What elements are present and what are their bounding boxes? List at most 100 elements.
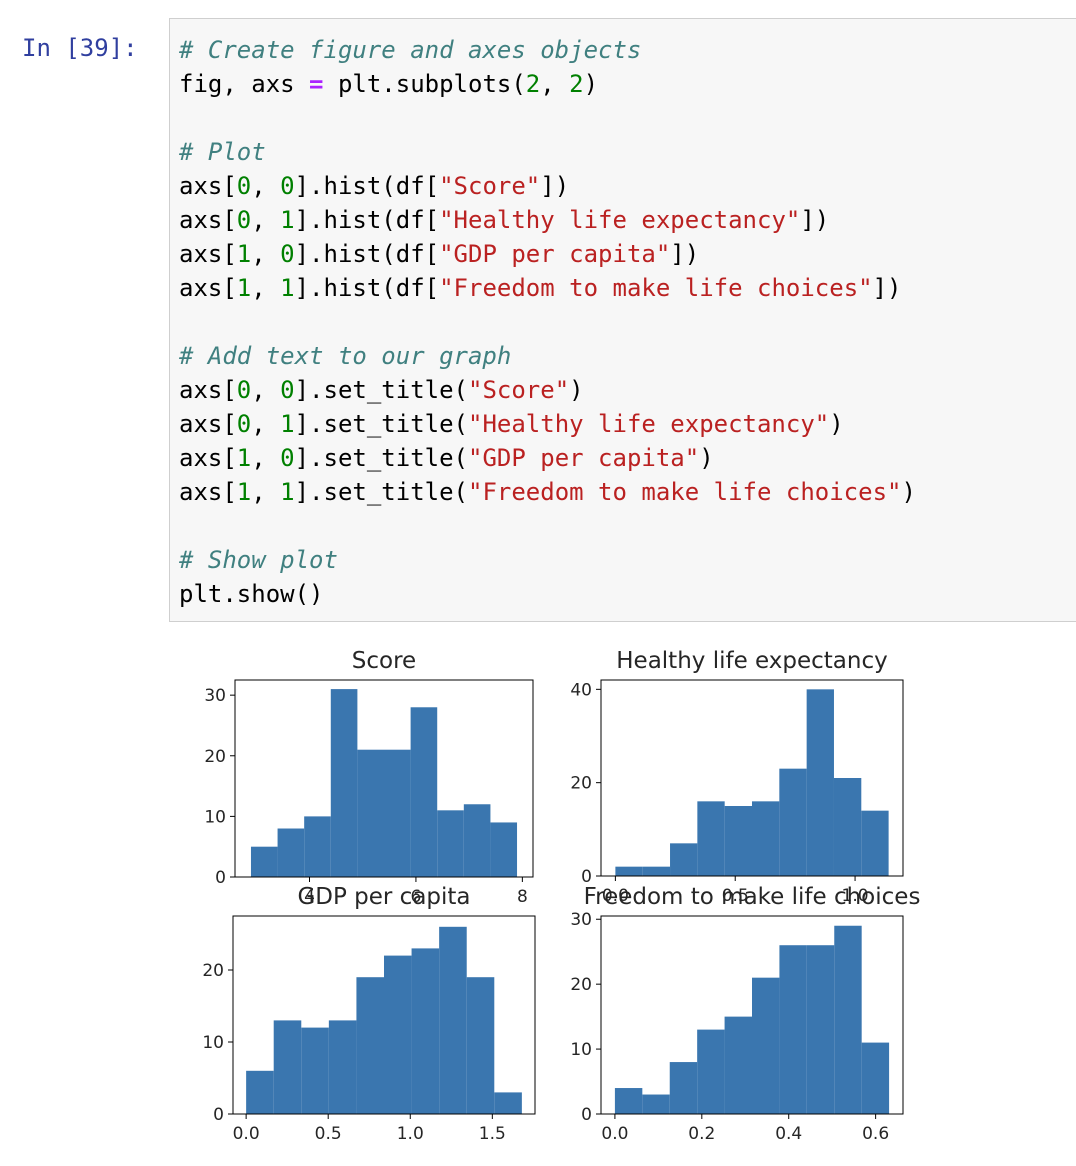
histogram-bar — [642, 866, 671, 876]
histogram-bar — [806, 689, 834, 876]
histogram-bar — [330, 689, 358, 877]
histogram-bar — [490, 822, 518, 877]
code-line: # Plot — [179, 135, 916, 169]
x-tick-label: 4 — [304, 887, 315, 907]
histogram-bar — [357, 749, 384, 877]
y-tick-label: 20 — [202, 961, 224, 981]
code-token: axs[ — [179, 478, 237, 506]
y-tick-label: 10 — [570, 1040, 592, 1060]
code-token: # Create figure and axes objects — [179, 36, 642, 64]
subplot-freedom-to-make-life-choices: Freedom to make life choices 0 10 20 30 0.0 0.… — [570, 884, 920, 1144]
code-token: , — [251, 172, 281, 200]
code-line: axs[1, 1].set_title("Freedom to make lif… — [179, 475, 916, 509]
histogram-bar — [861, 810, 889, 876]
code-token: # Show plot — [179, 546, 338, 574]
code-line: # Show plot — [179, 543, 916, 577]
code-token: ].hist(df[ — [294, 172, 440, 200]
x-tick-label: 0.4 — [775, 1124, 802, 1144]
histogram-bar — [752, 801, 780, 876]
code-line: axs[1, 0].set_title("GDP per capita") — [179, 441, 916, 475]
code-token: , — [251, 206, 281, 234]
histogram-bar — [806, 945, 835, 1114]
code-token: "Healthy life expectancy" — [468, 410, 830, 438]
y-tick-label: 0 — [581, 867, 592, 887]
subplot-gdp-per-capita: GDP per capita 0 10 20 0.0 0.5 1.0 1.5 — [202, 884, 536, 1144]
x-tick-label: 0.0 — [602, 886, 629, 906]
code-token: , — [251, 410, 281, 438]
y-tick-label: 20 — [204, 747, 226, 767]
code-line: # Add text to our graph — [179, 339, 916, 373]
y-tick-label: 10 — [204, 807, 226, 827]
code-token: ) — [569, 376, 584, 404]
code-line: plt.show() — [179, 577, 916, 611]
histogram-bar — [833, 778, 862, 876]
axes-frame — [600, 679, 904, 877]
y-tick-label: 10 — [202, 1033, 224, 1053]
code-token: ].hist(df[ — [294, 240, 440, 268]
code-token: axs[ — [179, 172, 237, 200]
cell-prompt: In [39]: — [22, 34, 138, 62]
histogram-bar — [250, 846, 278, 877]
code-token: ]) — [540, 172, 570, 200]
x-tick-label: 0.2 — [688, 1124, 715, 1144]
code-token: ].hist(df[ — [294, 206, 440, 234]
code-token: = — [309, 70, 324, 98]
x-tick-label: 1.0 — [842, 886, 869, 906]
x-tick-label: 0.5 — [315, 1124, 342, 1144]
histogram-bar — [615, 866, 643, 876]
code-token: 0 — [280, 240, 295, 268]
code-token: , — [540, 70, 570, 98]
code-cell-input[interactable]: # Create figure and axes objects fig, axs… — [169, 18, 1076, 622]
code-token: 2 — [569, 70, 584, 98]
code-token: ].set_title( — [294, 444, 468, 472]
histogram-bar — [463, 804, 491, 877]
code-token: ].hist(df[ — [294, 274, 440, 302]
code-editor[interactable]: # Create figure and axes objects fig, axs… — [179, 33, 916, 611]
code-token: 0 — [280, 172, 295, 200]
y-tick-label: 40 — [570, 680, 592, 700]
code-token: 1 — [236, 274, 252, 302]
code-line: fig, axs = plt.subplots(2, 2) — [179, 67, 916, 101]
histogram-bar — [834, 925, 862, 1114]
code-token: , — [251, 240, 281, 268]
histogram-bar — [697, 1029, 725, 1114]
histogram-bar — [273, 1020, 302, 1114]
code-token: 0 — [236, 376, 252, 404]
code-token: axs[ — [179, 240, 237, 268]
code-token: ) — [583, 70, 599, 98]
code-token: 1 — [280, 478, 295, 506]
code-token: axs[ — [179, 410, 237, 438]
code-token: , — [251, 376, 281, 404]
subplot-title: Score — [352, 648, 416, 674]
x-tick-label: 0.6 — [862, 1124, 889, 1144]
code-token: 0 — [236, 206, 252, 234]
histogram-bar — [779, 945, 807, 1114]
code-token: ].set_title( — [294, 478, 468, 506]
code-token: ].set_title( — [294, 410, 468, 438]
histogram-bar — [439, 926, 467, 1114]
histogram-bar — [614, 1088, 643, 1114]
code-token: axs[ — [179, 206, 237, 234]
histogram-bar — [779, 768, 807, 876]
code-line: axs[1, 1].hist(df["Freedom to make life … — [179, 271, 916, 305]
code-token: "Score" — [468, 376, 570, 404]
x-tick-label: 0.5 — [722, 886, 749, 906]
y-tick-label: 0 — [581, 1105, 592, 1125]
histogram-bar — [861, 1042, 890, 1114]
code-token: ].set_title( — [294, 376, 468, 404]
code-token: "GDP per capita" — [439, 240, 671, 268]
axes-frame — [600, 915, 904, 1115]
code-token: "Score" — [439, 172, 541, 200]
code-token: ) — [901, 478, 916, 506]
x-tick-label: 1.0 — [397, 1124, 424, 1144]
histogram-bar — [411, 948, 440, 1114]
code-token: ]) — [670, 240, 700, 268]
y-tick-label: 30 — [570, 910, 592, 930]
code-line: axs[0, 1].hist(df["Healthy life expectan… — [179, 203, 916, 237]
code-token: plt.subplots( — [323, 70, 526, 98]
subplot-title: GDP per capita — [297, 884, 470, 910]
histogram-bar — [724, 806, 752, 876]
code-token: "GDP per capita" — [468, 444, 700, 472]
code-line: axs[0, 0].hist(df["Score"]) — [179, 169, 916, 203]
